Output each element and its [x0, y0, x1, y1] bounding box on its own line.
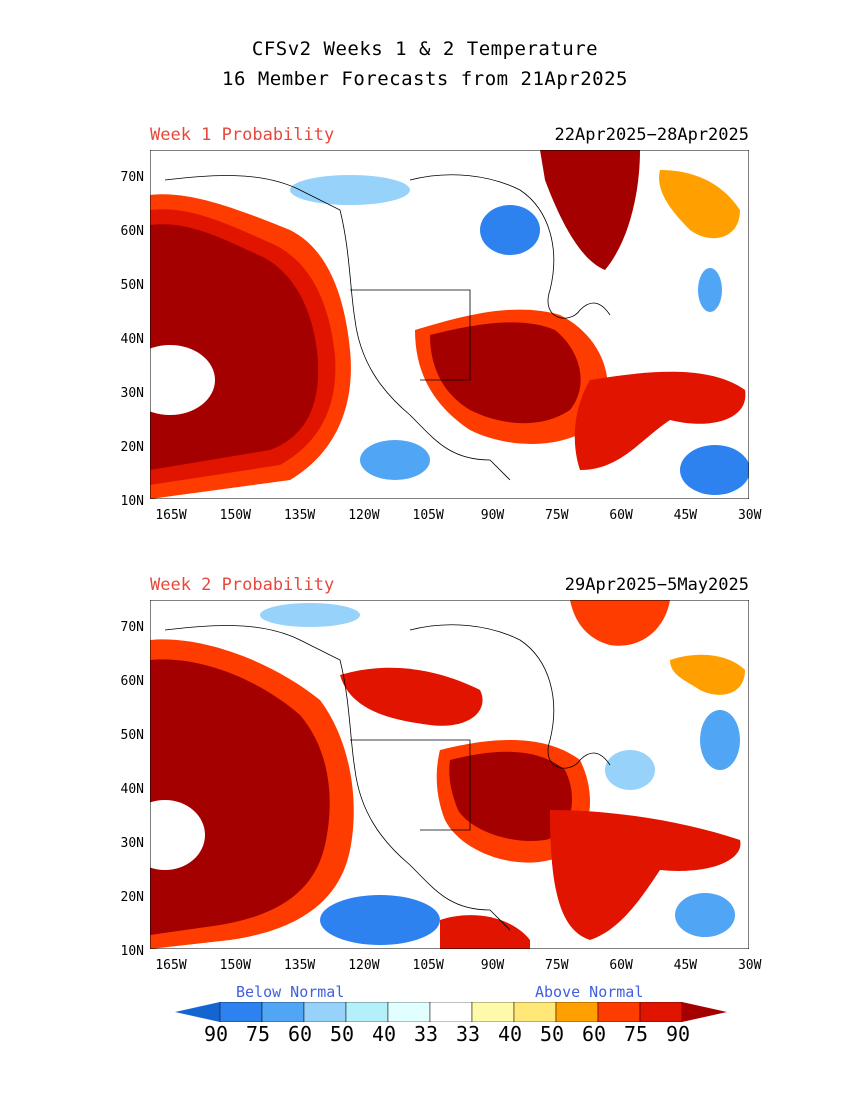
legend-value: 75	[245, 1022, 271, 1046]
legend-swatch	[471, 1002, 515, 1022]
lon-tick: 90W	[480, 508, 505, 523]
lon-tick: 60W	[609, 958, 633, 973]
lon-tick: 105W	[412, 958, 444, 973]
legend-arrow-left	[175, 1002, 220, 1022]
lon-tick: 30W	[737, 958, 762, 973]
cool-area-3	[675, 893, 735, 937]
lon-tick: 150W	[219, 508, 251, 523]
lon-tick: 135W	[283, 958, 316, 973]
legend-value: 50	[329, 1022, 355, 1046]
lon-tick: 135W	[283, 508, 316, 523]
legend-swatch	[429, 1002, 473, 1022]
lon-tick: 45W	[673, 508, 698, 523]
above-normal-label: Above Normal	[535, 983, 644, 1001]
week1-map-svg	[125, 149, 750, 500]
lat-tick: 20N	[120, 890, 144, 905]
legend-value: 50	[539, 1022, 565, 1046]
lon-tick: 120W	[348, 958, 380, 973]
legend-value: 60	[287, 1022, 313, 1046]
lon-tick: 120W	[348, 508, 380, 523]
cool-area-3	[680, 445, 750, 495]
cool-area-5	[290, 175, 410, 205]
legend-swatch	[261, 1002, 305, 1022]
lon-tick: 150W	[219, 958, 251, 973]
lon-tick: 60W	[609, 508, 633, 523]
cool-area-1	[320, 895, 440, 945]
lon-tick: 75W	[545, 958, 569, 973]
lat-tick: 10N	[120, 944, 144, 959]
legend-value: 40	[497, 1022, 523, 1046]
atlantic-warm-area	[574, 371, 746, 470]
greenland-warm-area	[540, 150, 640, 270]
legend-value: 33	[413, 1022, 439, 1046]
lat-tick: 60N	[120, 224, 144, 239]
legend-arrow-right	[682, 1002, 727, 1022]
cool-area-4	[605, 750, 655, 790]
legend-values: 90 75 60 50 40 33 33 40 50 60 75 90	[195, 1022, 715, 1046]
legend-value: 40	[371, 1022, 397, 1046]
week2-map-svg	[125, 599, 750, 950]
legend-value: 90	[203, 1022, 229, 1046]
legend-value: 60	[581, 1022, 607, 1046]
legend-value: 33	[455, 1022, 481, 1046]
week1-map	[125, 149, 750, 500]
week2-dates: 29Apr2025−5May2025	[564, 575, 749, 595]
lat-tick: 50N	[120, 728, 144, 743]
legend-swatch	[345, 1002, 389, 1022]
lon-tick: 165W	[155, 958, 187, 973]
lat-tick: 50N	[120, 278, 144, 293]
lon-tick: 90W	[480, 958, 505, 973]
cool-area-5	[260, 603, 360, 627]
legend-value: 90	[665, 1022, 691, 1046]
lat-tick: 10N	[120, 494, 144, 509]
lat-tick: 20N	[120, 440, 144, 455]
lat-tick: 60N	[120, 674, 144, 689]
coastline	[164, 624, 611, 931]
atlantic-warm-area	[550, 810, 741, 940]
cool-area-4	[360, 440, 430, 480]
legend-swatch	[387, 1002, 431, 1022]
cool-area-2	[698, 268, 722, 312]
lon-tick: 45W	[673, 958, 698, 973]
canada-warm-area	[340, 667, 483, 726]
week2-label: Week 2 Probability	[150, 575, 335, 595]
legend-swatch	[513, 1002, 557, 1022]
week1-label: Week 1 Probability	[150, 125, 335, 145]
cool-area-1	[480, 205, 540, 255]
legend-swatch	[555, 1002, 599, 1022]
lat-tick: 30N	[120, 836, 144, 851]
main-title-line1: CFSv2 Weeks 1 & 2 Temperature	[251, 38, 599, 60]
legend-swatch	[303, 1002, 347, 1022]
lat-tick: 70N	[120, 620, 144, 635]
lon-tick: 75W	[545, 508, 569, 523]
lat-tick: 30N	[120, 386, 144, 401]
coastline	[164, 174, 611, 481]
legend-value: 75	[623, 1022, 649, 1046]
lon-tick: 30W	[737, 508, 762, 523]
lat-tick: 40N	[120, 332, 144, 347]
lon-tick: 165W	[155, 508, 187, 523]
lat-tick: 40N	[120, 782, 144, 797]
week2-map	[125, 599, 750, 950]
cool-area-2	[700, 710, 740, 770]
lat-tick: 70N	[120, 170, 144, 185]
color-legend	[175, 1002, 727, 1022]
legend-swatch	[639, 1002, 683, 1022]
main-title-line2: 16 Member Forecasts from 21Apr2025	[222, 68, 628, 90]
south-warm-area	[440, 915, 530, 949]
greenland-warm-area	[570, 600, 670, 646]
lon-tick: 105W	[412, 508, 444, 523]
legend-swatch	[597, 1002, 641, 1022]
week1-dates: 22Apr2025−28Apr2025	[554, 125, 749, 145]
legend-swatch	[219, 1002, 263, 1022]
below-normal-label: Below Normal	[236, 983, 345, 1001]
